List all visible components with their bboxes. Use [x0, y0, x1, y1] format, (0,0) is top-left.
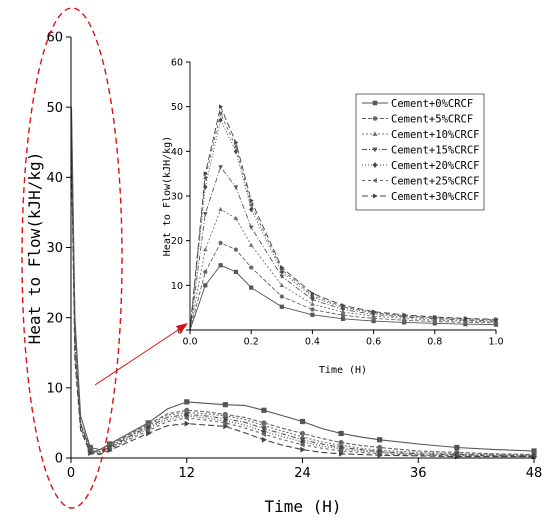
data-point: [300, 447, 305, 453]
zoom-arrow-line: [95, 328, 181, 385]
legend-marker: [373, 101, 378, 106]
x-tick-label: 48: [526, 466, 543, 481]
legend-label: Cement+25%CRCF: [391, 175, 480, 187]
x-tick-label: 12: [178, 466, 195, 481]
y-tick-label: 60: [171, 57, 183, 68]
data-point: [261, 408, 266, 413]
main-x-ticks: 0 12 24 36 48: [67, 458, 542, 481]
data-point: [341, 317, 345, 321]
y-tick-label: 40: [46, 171, 63, 186]
data-point: [300, 419, 305, 424]
legend-label: Cement+15%CRCF: [391, 144, 480, 156]
y-tick-label: 10: [171, 281, 183, 292]
x-tick-label: 0.0: [182, 337, 197, 348]
data-point: [234, 248, 238, 252]
data-point: [280, 294, 284, 298]
data-point: [454, 445, 459, 450]
data-point: [280, 305, 284, 309]
main-y-ticks: 0 10 20 30 40 50 60: [46, 31, 71, 467]
data-point: [310, 307, 314, 311]
data-point: [223, 402, 228, 407]
data-point: [310, 313, 314, 317]
x-tick-label: 0.4: [305, 337, 320, 348]
data-point: [338, 431, 343, 436]
data-point: [219, 263, 223, 267]
legend-label: Cement+5%CRCF: [391, 113, 473, 125]
x-tick-label: 1.0: [488, 337, 503, 348]
data-point: [203, 283, 207, 287]
data-point: [249, 265, 253, 269]
inset-y-axis-label: Heat to Flow(kJH/kg): [162, 136, 173, 256]
y-tick-label: 10: [46, 382, 63, 397]
y-tick-label: 30: [46, 241, 63, 256]
data-point: [203, 270, 207, 274]
y-tick-label: 50: [46, 101, 63, 116]
y-tick-label: 20: [46, 311, 63, 326]
legend-label: Cement+10%CRCF: [391, 129, 480, 141]
legend-marker: [373, 116, 378, 121]
inset-legend: Cement+0%CRCF Cement+5%CRCF Cement+10%CRCF…: [356, 94, 484, 210]
legend-label: Cement+0%CRCF: [391, 98, 473, 110]
data-point: [185, 421, 190, 427]
main-y-axis-label: Heat to Flow(kJH/kg): [25, 152, 44, 345]
x-tick-label: 36: [410, 466, 427, 481]
y-tick-label: 50: [171, 102, 183, 113]
x-tick-label: 0.2: [244, 337, 259, 348]
zoom-arrow: [95, 323, 188, 385]
data-point: [262, 437, 267, 443]
x-tick-label: 24: [294, 466, 311, 481]
x-tick-label: 0.6: [366, 337, 381, 348]
y-tick-label: 0: [55, 452, 63, 467]
x-tick-label: 0.8: [427, 337, 442, 348]
data-point: [184, 399, 189, 404]
y-tick-label: 60: [46, 31, 63, 46]
data-point: [234, 270, 238, 274]
data-point: [249, 285, 253, 289]
x-tick-label: 0: [67, 466, 75, 481]
data-point: [219, 241, 223, 245]
legend-label: Cement+20%CRCF: [391, 160, 480, 172]
main-x-axis-label: Time (H): [264, 497, 341, 516]
inset-x-ticks: 0.0 0.2 0.4 0.6 0.8 1.0: [182, 330, 503, 348]
inset-x-axis-label: Time (H): [319, 365, 367, 376]
data-point: [377, 437, 382, 442]
legend-label: Cement+30%CRCF: [391, 191, 480, 203]
